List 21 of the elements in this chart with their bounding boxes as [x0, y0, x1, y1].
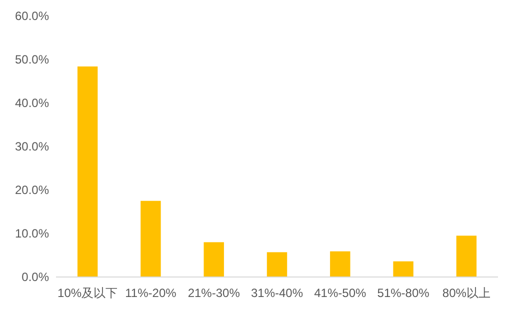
x-tick-label: 51%-80% [377, 286, 430, 300]
x-tick-label: 80%以上 [442, 286, 490, 300]
bar [77, 66, 98, 277]
bar [140, 200, 161, 277]
bar [204, 242, 224, 277]
y-tick-label: 20.0% [14, 183, 50, 198]
y-tick-label: 40.0% [14, 96, 50, 110]
bar [266, 252, 288, 277]
bar [330, 251, 350, 277]
y-tick-label: 60.0% [14, 9, 50, 24]
x-tick-label: 41%-50% [314, 286, 366, 300]
y-tick-label: 0.0% [22, 270, 50, 284]
y-tick-label: 50.0% [14, 52, 50, 67]
x-tick-label: 31%-40% [250, 286, 304, 300]
bar [393, 261, 414, 277]
y-tick-label: 10.0% [14, 226, 50, 241]
x-tick-label: 10%及以下 [58, 286, 118, 300]
x-tick-label: 21%-30% [188, 286, 240, 300]
x-tick-label: 11%-20% [125, 286, 177, 300]
bar [456, 236, 477, 277]
y-tick-label: 30.0% [14, 140, 50, 154]
